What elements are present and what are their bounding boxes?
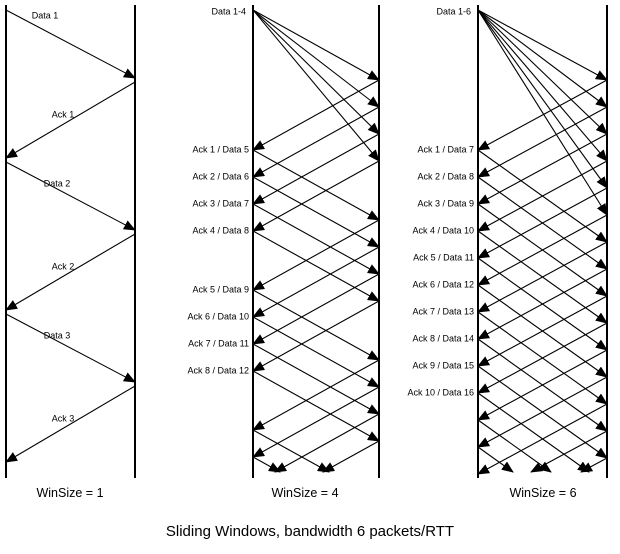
ack-4-arrow	[252, 160, 380, 232]
timeline-label: Ack 4 / Data 8	[192, 225, 249, 236]
data-9-arrow	[252, 289, 380, 361]
ack-2-arrow	[252, 106, 380, 178]
data-2-arrow	[252, 9, 380, 108]
timeline-label: Ack 3 / Data 9	[417, 198, 474, 209]
data-11-arrow	[477, 257, 608, 351]
ack-15-arrow	[580, 457, 608, 473]
data-13-arrow	[477, 311, 608, 405]
panel-winsize-4	[252, 5, 380, 478]
ack-12-arrow	[322, 440, 380, 473]
ack-1-arrow	[477, 79, 608, 151]
data-6-arrow	[252, 176, 380, 248]
data-1-arrow	[5, 9, 136, 79]
data-4-arrow	[252, 9, 380, 162]
ack-8-arrow	[252, 300, 380, 372]
data-12-arrow	[252, 370, 380, 442]
data-18-arrow	[477, 446, 514, 473]
ack-11-arrow	[477, 349, 608, 421]
data-1-arrow	[477, 9, 608, 81]
data-7-arrow	[477, 149, 608, 243]
data-17-arrow	[477, 419, 552, 473]
data-2-arrow	[5, 161, 136, 231]
data-10-arrow	[477, 230, 608, 324]
data-14-arrow	[252, 456, 281, 473]
timeline-label: Data 1-4	[211, 6, 246, 17]
data-5-arrow	[477, 9, 608, 189]
ack-3-arrow	[5, 385, 136, 463]
data-3-arrow	[5, 313, 136, 383]
data-12-arrow	[477, 284, 608, 378]
data-13-arrow	[252, 429, 330, 473]
timeline-label: Ack 2 / Data 8	[417, 171, 474, 182]
timeline-label: Ack 8 / Data 12	[187, 365, 249, 376]
data-11-arrow	[252, 343, 380, 415]
panel-winsize-1	[5, 5, 136, 478]
timeline-label: Ack 1 / Data 5	[192, 144, 249, 155]
ack-7-arrow	[252, 273, 380, 345]
ack-5-arrow	[252, 219, 380, 291]
data-3-arrow	[477, 9, 608, 135]
ack-12-arrow	[477, 376, 608, 448]
ack-3-arrow	[477, 133, 608, 205]
data-9-arrow	[477, 203, 608, 297]
ack-13-arrow	[477, 403, 608, 475]
timeline-label: Ack 3	[51, 413, 75, 424]
ack-10-arrow	[252, 386, 380, 458]
ack-2-arrow	[5, 233, 136, 311]
data-10-arrow	[252, 316, 380, 388]
timeline-label: Ack 6 / Data 12	[412, 279, 474, 290]
timeline-label: Data 1	[31, 10, 59, 21]
data-16-arrow	[477, 392, 590, 473]
data-6-arrow	[477, 9, 608, 216]
timeline-label: Ack 7 / Data 13	[412, 306, 474, 317]
panel-caption-winsize-1: WinSize = 1	[36, 486, 104, 500]
timeline-label: Data 3	[43, 330, 71, 341]
timeline-label: Ack 1	[51, 109, 75, 120]
timeline-label: Ack 10 / Data 16	[407, 387, 474, 398]
ack-1-arrow	[252, 79, 380, 151]
timeline-label: Ack 6 / Data 10	[187, 311, 249, 322]
timeline-label: Ack 2	[51, 261, 75, 272]
timeline-label: Ack 1 / Data 7	[417, 144, 474, 155]
timeline-label: Ack 2 / Data 6	[192, 171, 249, 182]
timeline-label: Ack 5 / Data 9	[192, 284, 249, 295]
ack-3-arrow	[252, 133, 380, 205]
timeline-label: Ack 4 / Data 10	[412, 225, 474, 236]
ack-6-arrow	[252, 246, 380, 318]
ack-2-arrow	[477, 106, 608, 178]
data-4-arrow	[477, 9, 608, 162]
ack-11-arrow	[274, 413, 380, 473]
ack-9-arrow	[252, 359, 380, 431]
timeline-label: Ack 9 / Data 15	[412, 360, 474, 371]
timeline-label: Ack 8 / Data 14	[412, 333, 474, 344]
data-2-arrow	[477, 9, 608, 108]
panel-caption-winsize-6: WinSize = 6	[509, 486, 577, 500]
panel-winsize-6	[477, 5, 608, 478]
data-7-arrow	[252, 203, 380, 275]
figure-caption: Sliding Windows, bandwidth 6 packets/RTT	[165, 523, 455, 540]
data-5-arrow	[252, 149, 380, 221]
timeline-label: Ack 3 / Data 7	[192, 198, 249, 209]
panel-caption-winsize-4: WinSize = 4	[271, 486, 339, 500]
data-8-arrow	[252, 230, 380, 302]
ack-1-arrow	[5, 81, 136, 159]
timeline-label: Ack 5 / Data 11	[413, 252, 474, 263]
data-3-arrow	[252, 9, 380, 135]
timeline-label: Data 2	[43, 178, 71, 189]
data-8-arrow	[477, 176, 608, 270]
timeline-label: Data 1-6	[436, 6, 471, 17]
timeline-label: Ack 7 / Data 11	[188, 338, 249, 349]
data-1-arrow	[252, 9, 380, 81]
